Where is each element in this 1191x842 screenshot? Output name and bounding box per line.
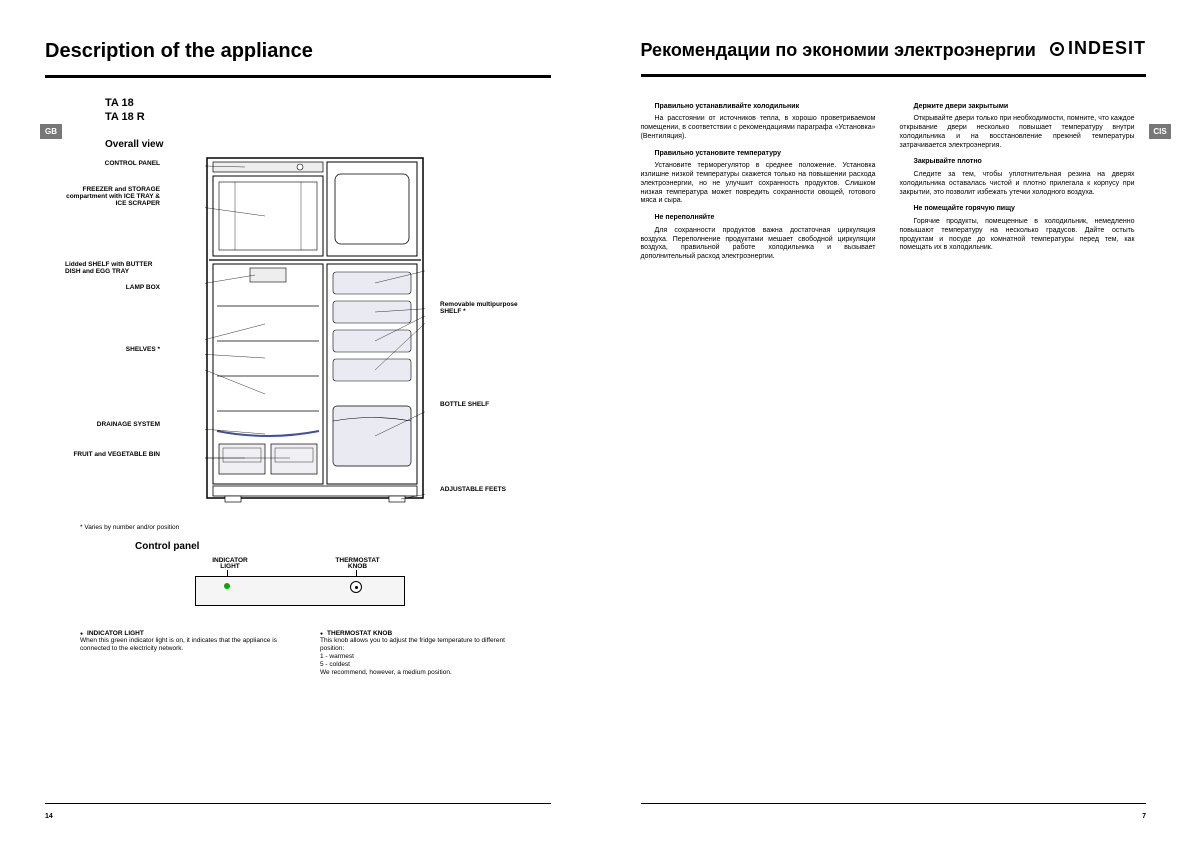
ru-c2-p3: Горячие продукты, помещенные в холодильн… [900,218,1135,253]
label-drainage: DRAINAGE SYSTEM [65,421,160,428]
ru-c1-h3: Не переполняйте [641,214,876,223]
fridge-svg [205,156,425,506]
label-freezer: FREEZER and STORAGE compartment with ICE… [65,186,160,207]
ru-c2-h1: Держите двери закрытыми [900,103,1135,112]
model-2: TA 18 R [105,110,551,124]
desc-indicator-p: When this green indicator light is on, i… [80,637,280,653]
footer-rule-left [45,803,551,804]
lang-badge-gb: GB [40,124,62,139]
label-shelves: SHELVES * [65,346,160,353]
desc-indicator-h: INDICATOR LIGHT [87,630,144,637]
label-feet: ADJUSTABLE FEETS [440,486,530,493]
ru-c2-h2: Закрывайте плотно [900,158,1135,167]
page-number-left: 14 [45,813,53,820]
ru-c1-p2: Установите терморегулятор в среднее поло… [641,162,876,206]
label-removable: Removable multipurpose SHELF * [440,301,530,315]
page-number-right: 7 [1142,813,1146,820]
ru-c1-p3: Для сохранности продуктов важна достаточ… [641,227,876,262]
title-rule-ru [641,74,1147,77]
label-control-panel: CONTROL PANEL [65,160,160,167]
ru-columns: Правильно устанавливайте холодильник На … [641,95,1147,268]
label-bottle: BOTTLE SHELF [440,401,530,408]
ru-c2-p1: Открывайте двери только при необходимост… [900,115,1135,150]
page-left: Description of the appliance GB TA 18 TA… [0,0,596,842]
cp-label-indicator: INDICATOR LIGHT [205,558,255,571]
page-right: INDESIT Рекомендации по экономии электро… [596,0,1191,842]
label-fruit: FRUIT and VEGETABLE BIN [65,451,160,458]
footer-rule-right [641,803,1147,804]
label-lidded: Lidded SHELF with BUTTER DISH and EGG TR… [65,261,155,275]
desc-thermostat-h: THERMOSTAT KNOB [327,630,392,637]
lang-badge-cis: CIS [1149,124,1171,139]
model-1: TA 18 [105,96,551,110]
page-title: Description of the appliance [45,40,551,63]
ru-c1-h1: Правильно устанавливайте холодильник [641,103,876,112]
fridge-diagram: CONTROL PANEL FREEZER and STORAGE compar… [65,156,535,516]
control-panel-hdr: Control panel [135,541,551,552]
label-lamp: LAMP BOX [65,284,160,291]
footnote: * Varies by number and/or position [80,524,551,531]
desc-thermostat-p: This knob allows you to adjust the fridg… [320,637,520,676]
brand-logo: INDESIT [1050,38,1146,59]
cp-label-thermostat: THERMOSTAT KNOB [330,558,385,571]
brand-dot-icon [1050,42,1064,56]
overall-view-hdr: Overall view [105,139,551,150]
ru-c1-p1: На расстоянии от источников тепла, в хор… [641,115,876,141]
cp-descriptions: INDICATOR LIGHT When this green indicato… [80,630,551,677]
title-rule [45,75,551,78]
control-panel-diagram: INDICATOR LIGHT THERMOSTAT KNOB [125,558,545,618]
ru-c1-h2: Правильно установите температуру [641,150,876,159]
ru-c2-p2: Следите за тем, чтобы уплотнительная рез… [900,171,1135,197]
ru-c2-h3: Не помещайте горячую пищу [900,205,1135,214]
brand-text: INDESIT [1068,38,1146,59]
